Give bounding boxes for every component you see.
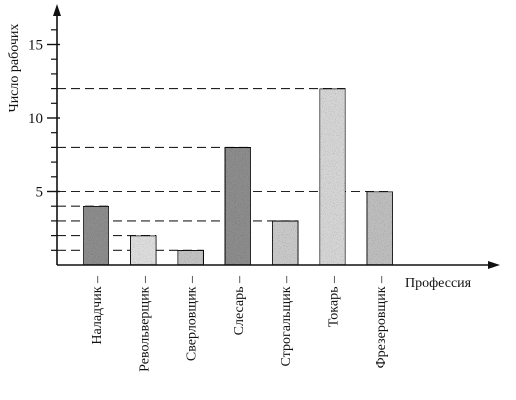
y-tick-label: 10 bbox=[28, 111, 43, 127]
category-label: Фрезеровщик – bbox=[374, 275, 389, 368]
bar bbox=[129, 234, 157, 266]
y-tick-label: 5 bbox=[36, 185, 44, 201]
category-label: Сверловщик – bbox=[185, 275, 200, 361]
bar bbox=[176, 249, 205, 266]
category-label: Слесарь – bbox=[232, 275, 247, 335]
category-labels: Наладчик – Револьверщик – Сверловщик – Слес… bbox=[90, 275, 389, 372]
bar bbox=[224, 146, 252, 266]
category-label: Револьверщик – bbox=[137, 275, 152, 372]
category-label: Строгальщик – bbox=[279, 275, 294, 366]
bar bbox=[271, 220, 299, 266]
y-minor-ticks bbox=[51, 29, 57, 251]
bar bbox=[82, 205, 110, 266]
bar bbox=[366, 190, 394, 266]
y-axis-label: Число рабочих bbox=[7, 24, 22, 113]
x-axis-arrow bbox=[488, 261, 500, 269]
category-label: Наладчик – bbox=[90, 275, 105, 345]
y-tick-label: 15 bbox=[28, 38, 43, 54]
y-major-ticks: 5 10 15 bbox=[28, 38, 60, 201]
bars bbox=[82, 87, 394, 266]
category-label: Токарь – bbox=[327, 275, 342, 327]
bar bbox=[318, 87, 347, 266]
x-axis-label: Профессия bbox=[405, 276, 472, 291]
y-axis-arrow bbox=[53, 4, 61, 16]
